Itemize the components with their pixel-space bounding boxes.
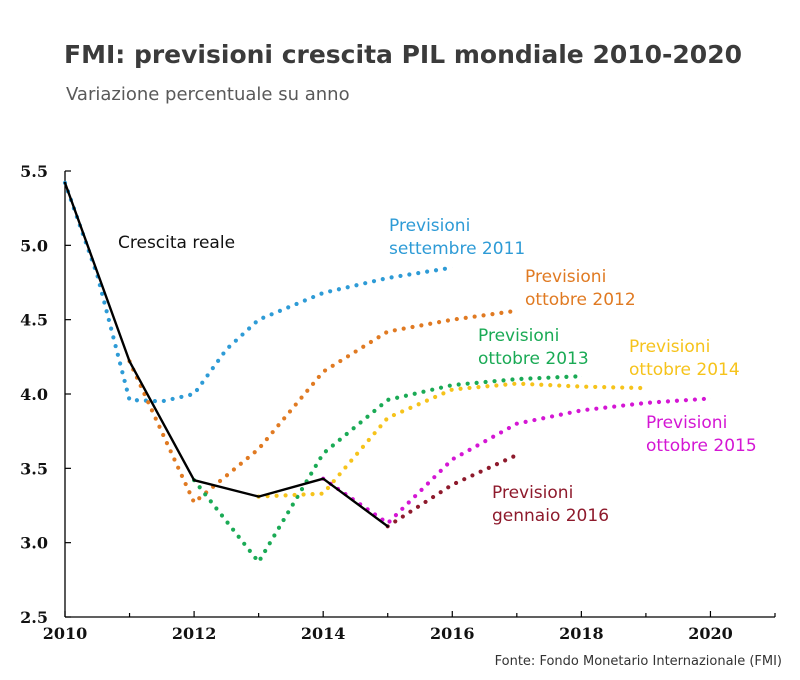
series-label-line: Previsioni bbox=[646, 413, 727, 433]
series-label-line: Previsioni bbox=[629, 337, 710, 357]
series-label-previsioni-gennaio-2016: Previsioni gennaio 2016 bbox=[492, 483, 609, 526]
series-line-crescita-reale bbox=[63, 181, 389, 528]
series-label-line: Previsioni bbox=[492, 483, 573, 503]
chart-title: FMI: previsioni crescita PIL mondiale 20… bbox=[64, 40, 742, 69]
x-tick-label: 2018 bbox=[559, 624, 604, 643]
series-label-line: ottobre 2014 bbox=[629, 360, 740, 380]
x-tick-label: 2012 bbox=[172, 624, 217, 643]
source-note: Fonte: Fondo Monetario Internazionale (F… bbox=[494, 654, 782, 669]
series-label-line: ottobre 2015 bbox=[646, 436, 757, 456]
series-label-line: ottobre 2013 bbox=[478, 349, 589, 369]
series-label-line: Previsioni bbox=[389, 216, 470, 236]
series-label-line: settembre 2011 bbox=[389, 239, 525, 259]
x-tick-label: 2016 bbox=[430, 624, 475, 643]
y-tick-label: 3.0 bbox=[20, 534, 48, 553]
series-label-crescita-reale: Crescita reale bbox=[118, 233, 235, 253]
series-label-previsioni-ottobre-2013: Previsioni ottobre 2013 bbox=[478, 326, 589, 369]
series-label-line: Previsioni bbox=[478, 326, 559, 346]
series-line-previsioni-ottobre-2012 bbox=[127, 308, 519, 505]
chart-subtitle: Variazione percentuale su anno bbox=[66, 84, 350, 105]
y-tick-label: 4.0 bbox=[20, 385, 48, 404]
x-tick-label: 2020 bbox=[688, 624, 733, 643]
y-tick-label: 5.0 bbox=[20, 236, 48, 255]
series-label-line: ottobre 2012 bbox=[525, 290, 636, 310]
series-line-previsioni-settembre-2011 bbox=[62, 180, 455, 404]
series-label-previsioni-ottobre-2015: Previsioni ottobre 2015 bbox=[646, 413, 757, 456]
series-label-previsioni-ottobre-2014: Previsioni ottobre 2014 bbox=[629, 337, 740, 380]
y-tick-label: 5.5 bbox=[20, 162, 48, 181]
series-label-previsioni-ottobre-2012: Previsioni ottobre 2012 bbox=[525, 267, 636, 310]
y-tick-label: 2.5 bbox=[20, 608, 48, 627]
series-label-line: gennaio 2016 bbox=[492, 506, 609, 526]
series-line-previsioni-ottobre-2013 bbox=[192, 374, 584, 565]
y-tick-label: 3.5 bbox=[20, 459, 48, 478]
series-label-previsioni-settembre-2011: Previsioni settembre 2011 bbox=[389, 216, 525, 259]
series-label-line: Crescita reale bbox=[118, 233, 235, 253]
x-tick-label: 2010 bbox=[43, 624, 88, 643]
series-label-line: Previsioni bbox=[525, 267, 606, 287]
y-tick-label: 4.5 bbox=[20, 311, 48, 330]
series-line-previsioni-gennaio-2016 bbox=[385, 452, 519, 529]
x-tick-label: 2014 bbox=[301, 624, 346, 643]
